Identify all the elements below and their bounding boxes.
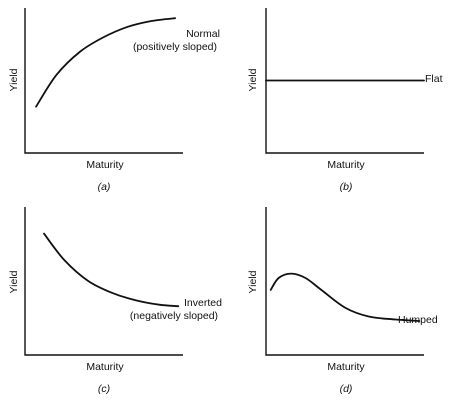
normal-yield-curve <box>35 17 176 108</box>
inverted-label: Inverted <box>184 297 222 309</box>
inverted-sublabel: (negatively sloped) <box>130 310 218 322</box>
normal-label: Normal <box>186 28 220 40</box>
flat-label: Flat <box>425 73 443 85</box>
xlabel-d: Maturity <box>327 361 365 373</box>
ylabel-d: Yield <box>247 270 259 293</box>
axes-c <box>24 207 183 356</box>
panel-c: Yield Maturity (c) Inverted (negatively … <box>8 207 222 395</box>
caption-c: (c) <box>98 383 110 395</box>
axes-d <box>265 207 424 356</box>
ylabel-a: Yield <box>8 68 20 91</box>
ylabel-b: Yield <box>247 68 259 91</box>
humped-label: Humped <box>398 314 438 326</box>
normal-sublabel: (positively sloped) <box>133 41 217 53</box>
caption-b: (b) <box>340 181 353 193</box>
axes-a <box>24 8 183 154</box>
humped-yield-curve <box>269 272 421 322</box>
panel-b: Yield Maturity (b) Flat <box>247 8 443 193</box>
xlabel-c: Maturity <box>86 361 124 373</box>
inverted-yield-curve <box>43 232 180 308</box>
xlabel-a: Maturity <box>86 159 124 171</box>
axes-b <box>265 8 424 154</box>
panel-a: Yield Maturity (a) Normal (positively sl… <box>8 8 220 193</box>
caption-a: (a) <box>98 181 111 193</box>
ylabel-c: Yield <box>8 270 20 293</box>
xlabel-b: Maturity <box>327 159 365 171</box>
panel-d: Yield Maturity (d) Humped <box>247 207 438 395</box>
caption-d: (d) <box>340 383 353 395</box>
